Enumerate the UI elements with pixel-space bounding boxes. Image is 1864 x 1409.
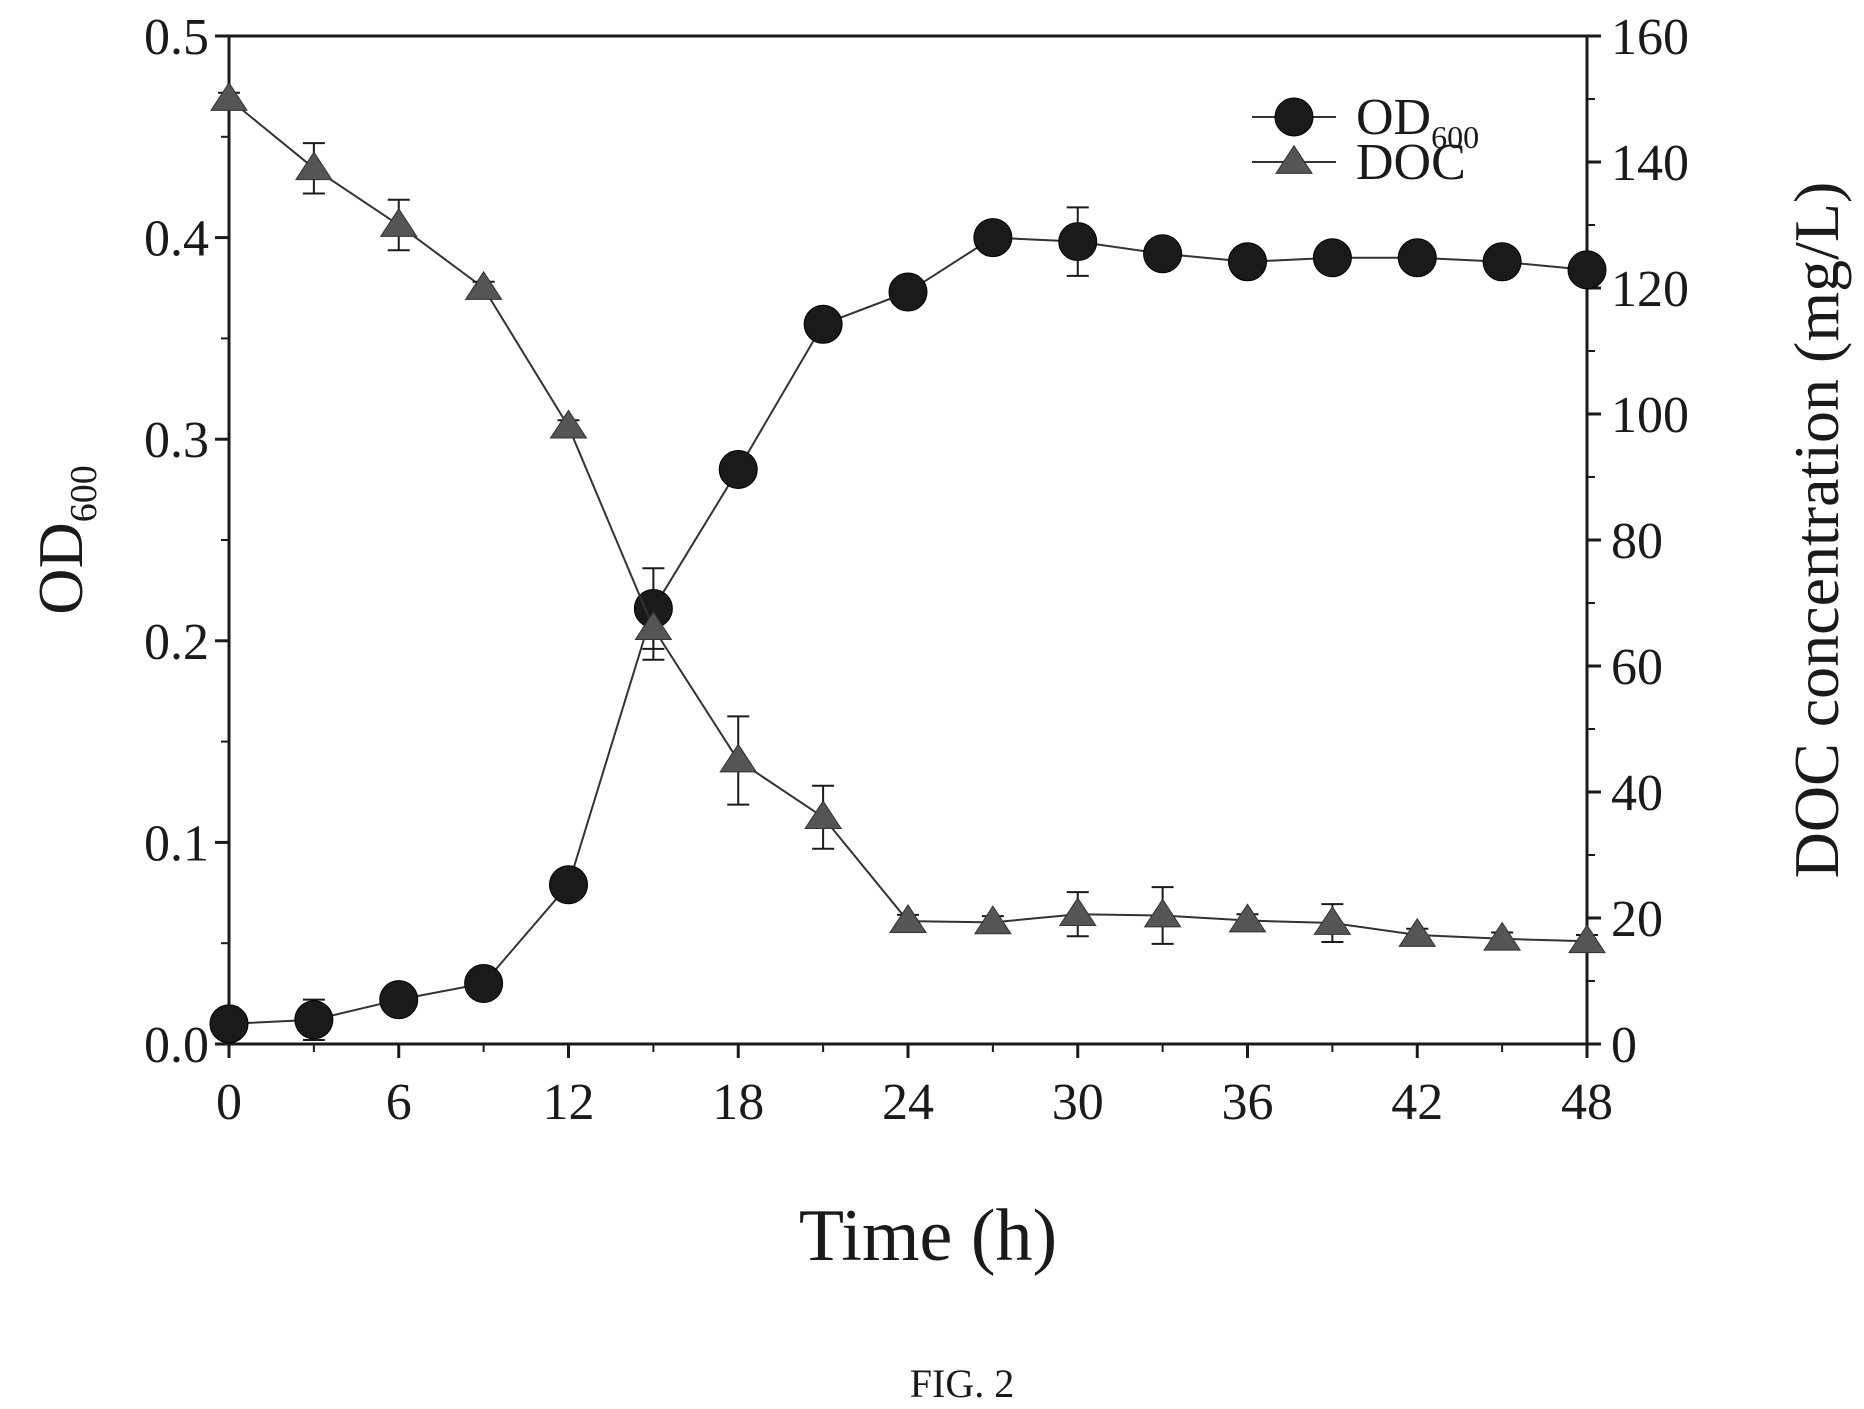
- x-tick-label: 42: [1391, 1074, 1443, 1131]
- x-axis-ticks: 0 6 12 18 24 30 36 42 48: [216, 1044, 1613, 1131]
- series-od-point: [294, 1000, 334, 1040]
- series-od-point: [803, 304, 843, 344]
- series-od-point: [1228, 242, 1267, 282]
- series-od: [209, 206, 1607, 1044]
- legend-od-label: OD600: [1356, 89, 1479, 155]
- left-y-tick-label: 0.4: [144, 211, 209, 268]
- series-doc-point: [1228, 903, 1267, 933]
- legend-doc-marker: [1275, 144, 1313, 174]
- right-y-tick-label: 160: [1611, 9, 1689, 66]
- series-od-point: [1567, 250, 1607, 290]
- series-doc-point: [549, 409, 588, 439]
- series-doc-point: [1058, 897, 1097, 927]
- series-doc: [210, 81, 1606, 954]
- right-y-axis-ticks: 0 20 40 60 80 100 120 140 160: [1587, 9, 1689, 1074]
- series-od-point: [973, 218, 1013, 258]
- right-y-axis-title: DOC concentration (mg/L): [1781, 182, 1852, 879]
- series-doc-point: [1398, 917, 1437, 947]
- series-doc-point: [294, 151, 333, 181]
- legend-od-marker: [1274, 97, 1314, 137]
- series-doc-point: [804, 800, 843, 830]
- series-doc-point: [210, 81, 248, 111]
- left-y-tick-label: 0.2: [144, 614, 209, 671]
- right-y-tick-label: 140: [1611, 135, 1689, 192]
- x-tick-label: 0: [216, 1074, 242, 1131]
- series-od-point: [549, 865, 588, 905]
- series-doc-point: [1483, 921, 1522, 951]
- left-y-tick-label: 0.5: [144, 9, 209, 66]
- series-od-point: [718, 449, 758, 489]
- series-od-point: [1312, 238, 1352, 278]
- left-y-axis-title: OD600: [25, 465, 105, 614]
- series-doc-point: [1143, 898, 1182, 928]
- series-od-point: [209, 1004, 249, 1044]
- series-doc-point: [464, 270, 503, 300]
- x-tick-label: 48: [1561, 1074, 1613, 1131]
- right-y-tick-label: 80: [1611, 513, 1663, 570]
- series-doc-point: [1568, 924, 1606, 954]
- series-doc-point: [1313, 905, 1352, 935]
- legend: OD600 DOC: [1252, 89, 1479, 191]
- series-od-point: [1058, 222, 1098, 262]
- x-tick-label: 30: [1052, 1074, 1104, 1131]
- x-tick-label: 36: [1222, 1074, 1274, 1131]
- legend-doc-label: DOC: [1356, 134, 1466, 191]
- x-tick-label: 12: [543, 1074, 595, 1131]
- series-doc-point: [634, 611, 673, 641]
- left-y-tick-label: 0.0: [144, 1017, 209, 1074]
- series-doc-line: [228, 98, 1588, 943]
- legend-od-label-main: OD: [1356, 89, 1431, 146]
- left-y-axis-ticks: 0.0 0.1 0.2 0.3 0.4 0.5: [144, 9, 229, 1074]
- right-y-tick-label: 0: [1611, 1017, 1637, 1074]
- series-od-point: [1482, 242, 1522, 282]
- x-tick-label: 6: [386, 1074, 412, 1131]
- series-doc-point: [889, 904, 927, 933]
- series-od-point: [464, 964, 504, 1004]
- series-od-point: [888, 272, 928, 312]
- left-y-tick-label: 0.3: [144, 412, 209, 469]
- series-od-point: [1143, 234, 1183, 274]
- legend-od-label-sub: 600: [1431, 119, 1479, 155]
- series-doc-point: [973, 905, 1012, 935]
- x-tick-label: 24: [882, 1074, 934, 1131]
- x-axis-title: Time (h): [799, 1195, 1057, 1277]
- right-y-tick-label: 100: [1611, 387, 1689, 444]
- left-y-axis-title-main: OD: [25, 522, 96, 614]
- series-doc-point: [719, 743, 758, 773]
- right-y-tick-label: 20: [1611, 891, 1663, 948]
- series-doc-point: [379, 207, 418, 237]
- left-y-axis-title-sub: 600: [63, 465, 105, 522]
- series-od-point: [379, 980, 419, 1020]
- left-y-tick-label: 0.1: [144, 815, 209, 872]
- series-layer: [209, 81, 1607, 1044]
- figure-caption: FIG. 2: [910, 1361, 1014, 1406]
- x-tick-label: 18: [712, 1074, 764, 1131]
- series-od-point: [1397, 238, 1437, 278]
- right-y-tick-label: 60: [1611, 639, 1663, 696]
- right-y-tick-label: 120: [1611, 261, 1689, 318]
- right-y-tick-label: 40: [1611, 765, 1663, 822]
